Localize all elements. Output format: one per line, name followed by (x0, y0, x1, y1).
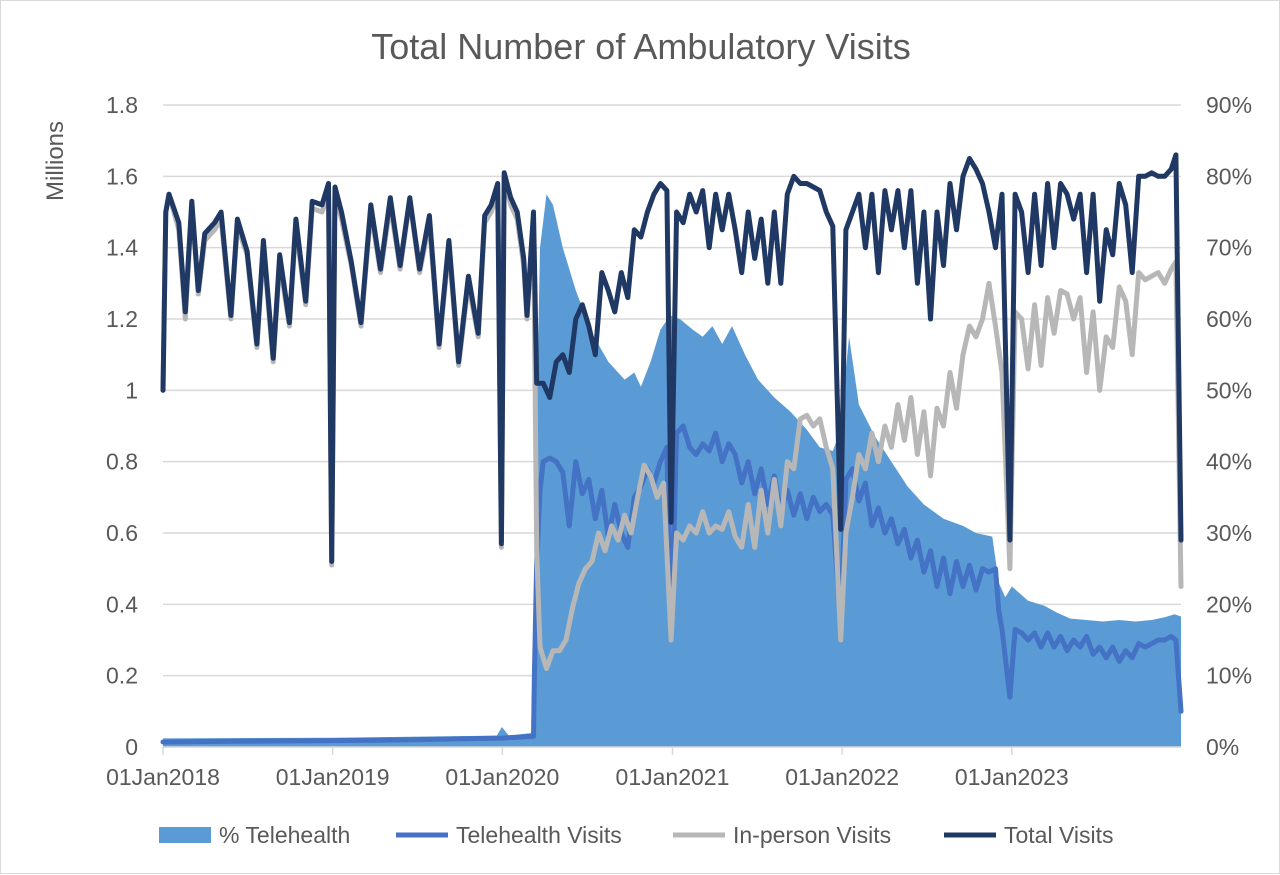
legend: % Telehealth Telehealth Visits In-person V… (159, 822, 1114, 848)
x-tick-label: 01Jan2021 (616, 764, 730, 790)
legend-label: Telehealth Visits (456, 822, 622, 848)
y2-tick-label: 60% (1206, 306, 1252, 332)
y-tick-label: 1 (125, 377, 138, 403)
y2-tick-label: 80% (1206, 163, 1252, 189)
y-axis-label: Millions (42, 121, 69, 201)
legend-label: In-person Visits (733, 822, 891, 848)
x-tick-label: 01Jan2018 (106, 764, 220, 790)
y-tick-label: 0 (125, 734, 138, 760)
y2-tick-label: 10% (1206, 663, 1252, 689)
right-axis-ticks: 0% 10% 20% 30% 40% 50% 60% 70% 80% 90% (1206, 92, 1252, 760)
y-tick-label: 0.4 (106, 591, 138, 617)
y2-tick-label: 30% (1206, 520, 1252, 546)
y2-tick-label: 50% (1206, 377, 1252, 403)
y-tick-label: 0.2 (106, 663, 138, 689)
y-tick-label: 1.6 (106, 163, 138, 189)
y2-tick-label: 90% (1206, 92, 1252, 118)
y2-tick-label: 70% (1206, 235, 1252, 261)
x-axis-ticks: 01Jan2018 01Jan2019 01Jan2020 01Jan2021 01Ja… (106, 747, 1069, 790)
x-tick-label: 01Jan2020 (445, 764, 559, 790)
y-tick-label: 1.8 (106, 92, 138, 118)
legend-swatch (159, 827, 211, 843)
chart-title: Total Number of Ambulatory Visits (371, 26, 911, 67)
y2-tick-label: 0% (1206, 734, 1239, 760)
x-tick-label: 01Jan2022 (785, 764, 899, 790)
x-tick-label: 01Jan2019 (276, 764, 390, 790)
legend-label: Total Visits (1004, 822, 1114, 848)
y-tick-label: 1.2 (106, 306, 138, 332)
legend-label: % Telehealth (219, 822, 350, 848)
y-tick-label: 1.4 (106, 235, 138, 261)
y-tick-label: 0.8 (106, 449, 138, 475)
y-tick-label: 0.6 (106, 520, 138, 546)
x-tick-label: 01Jan2023 (955, 764, 1069, 790)
y2-tick-label: 20% (1206, 591, 1252, 617)
left-axis-ticks: 0 0.2 0.4 0.6 0.8 1 1.2 1.4 1.6 1.8 (106, 92, 138, 760)
series-line-3 (160, 152, 1184, 564)
y2-tick-label: 40% (1206, 449, 1252, 475)
